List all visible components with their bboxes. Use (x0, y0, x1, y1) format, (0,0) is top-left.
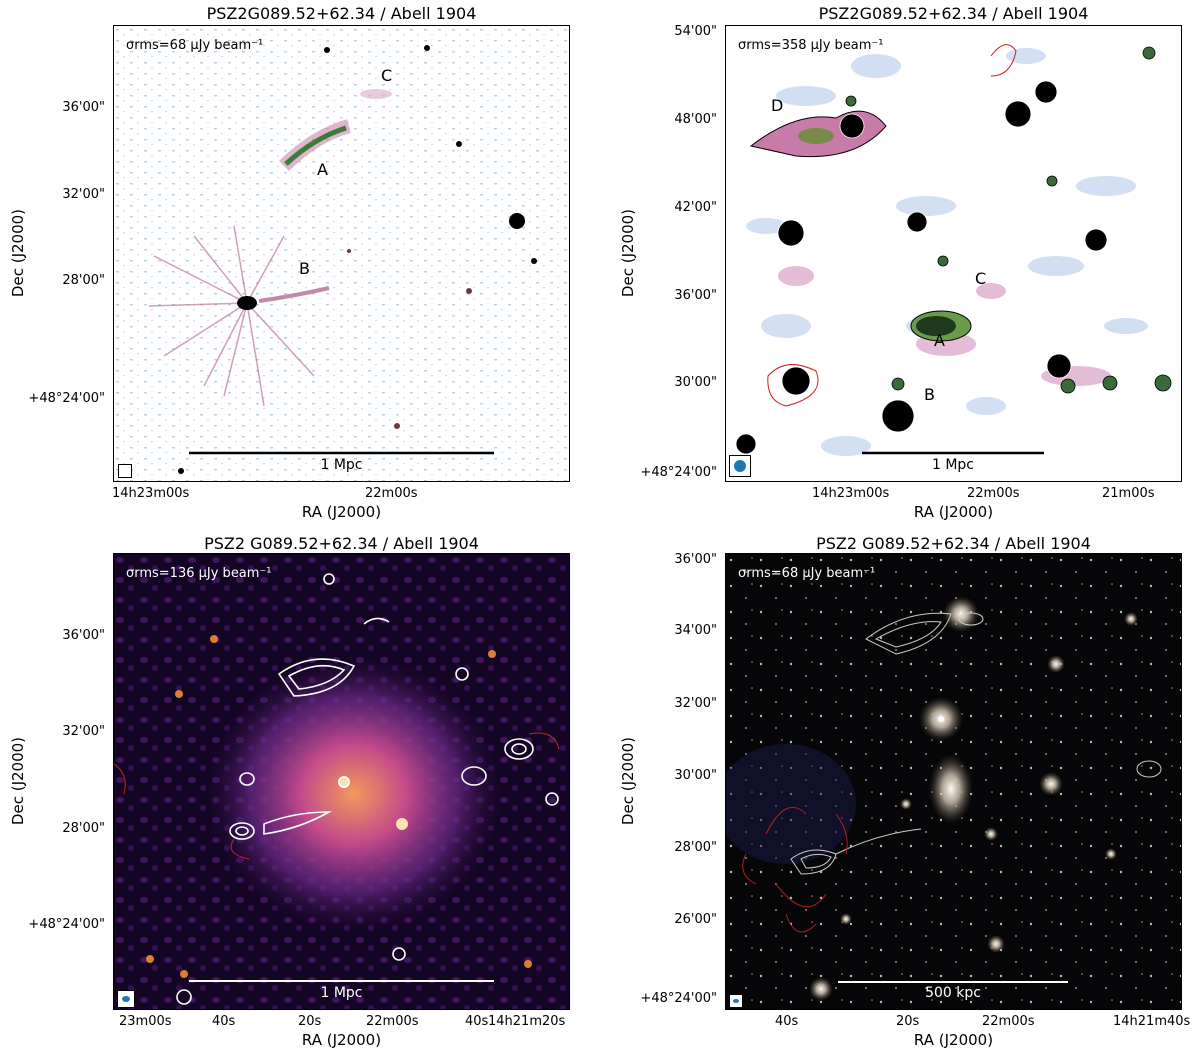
panel2-beam (729, 455, 751, 477)
panel3-ylabel: Dec (J2000) (9, 736, 27, 826)
panel2-label-b: B (924, 385, 935, 404)
panel4-xtick: 14h21m40s (1113, 1014, 1191, 1029)
panel1-scalebar-label: 1 Mpc (320, 457, 363, 473)
panel2-ytick: 36'00" (674, 288, 717, 303)
panel2-xlabel: RA (J2000) (913, 503, 994, 521)
panel1-ytick: +48°24'00" (28, 391, 105, 406)
panel2-ylabel: Dec (J2000) (619, 208, 637, 298)
panel3-xtick: 22m00s (366, 1014, 419, 1029)
panel2-radio-map (735, 44, 1172, 456)
panel4-ylabel: Dec (J2000) (619, 736, 637, 826)
panel1-title: PSZ2G089.52+62.34 / Abell 1904 (206, 4, 477, 23)
panel1-xtick: 22m00s (365, 486, 418, 501)
panel3-scalebar-label: 1 Mpc (320, 985, 363, 1001)
panel2-xtick: 21m00s (1102, 486, 1155, 501)
panel3-xray-map (114, 554, 569, 1009)
panel1-label-a: A (317, 160, 328, 179)
panel1-sigma: σrms=68 μJy beam⁻¹ (126, 38, 264, 53)
panel4-scalebar-label: 500 kpc (925, 985, 981, 1001)
panel1-ytick: 36'00" (62, 100, 105, 115)
panel3-xtick: 20s (298, 1014, 322, 1029)
panel2-ytick: +48°24'00" (640, 465, 717, 480)
panel3-xtick: 40s (212, 1014, 236, 1029)
panel3-sigma: σrms=136 μJy beam⁻¹ (126, 566, 272, 581)
panel1-radio-map (114, 26, 569, 481)
panel4-xtick: 40s (775, 1014, 799, 1029)
panel4-title: PSZ2 G089.52+62.34 / Abell 1904 (816, 534, 1091, 553)
panel3-ytick: 36'00" (62, 628, 105, 643)
panel4-xtick: 20s (896, 1014, 920, 1029)
panel2-xtick: 14h23m00s (812, 486, 890, 501)
panel2-image: σrms=358 μJy beam⁻¹ A B C D 1 Mpc (725, 25, 1182, 482)
panel2-ytick: 48'00" (674, 112, 717, 127)
panel3-image: σrms=136 μJy beam⁻¹ 1 Mpc (113, 553, 570, 1010)
panel2-sigma: σrms=358 μJy beam⁻¹ (738, 38, 884, 53)
panel1-ylabel: Dec (J2000) (9, 208, 27, 298)
panel3-xtick: 40s (465, 1014, 489, 1029)
panel1-label-c: C (381, 66, 393, 85)
panel4-ytick: 34'00" (674, 623, 717, 638)
panel2-label-c: C (975, 269, 987, 288)
panel4-ytick: +48°24'00" (640, 991, 717, 1006)
panel2-scalebar-label: 1 Mpc (931, 457, 975, 473)
panel4-ytick: 26'00" (674, 912, 717, 927)
panel2-xtick: 22m00s (967, 486, 1020, 501)
panel2-ytick: 54'00" (674, 24, 717, 39)
panel2-ytick: 30'00" (674, 375, 717, 390)
panel2-label-d: D (771, 96, 784, 115)
panel3-xtick: 23m00s (119, 1014, 172, 1029)
panel4-xlabel: RA (J2000) (913, 1031, 994, 1049)
panel1-label-b: B (299, 259, 310, 278)
panel4-ytick: 30'00" (674, 768, 717, 783)
panel1-xlabel: RA (J2000) (301, 503, 382, 521)
panel4-beam (729, 994, 743, 1008)
panel4-image: σrms=68 μJy beam⁻¹ 500 kpc (725, 553, 1182, 1010)
panel2-title: PSZ2G089.52+62.34 / Abell 1904 (818, 4, 1089, 23)
panel4-ytick: 36'00" (674, 552, 717, 567)
panel2-ytick: 42'00" (674, 200, 717, 215)
panel2-label-a: A (934, 331, 945, 350)
panel4-xtick: 22m00s (982, 1014, 1035, 1029)
panel3-xtick: 14h21m20s (488, 1014, 566, 1029)
panel3-title: PSZ2 G089.52+62.34 / Abell 1904 (204, 534, 479, 553)
panel1-xtick: 14h23m00s (112, 486, 190, 501)
panel4-sigma: σrms=68 μJy beam⁻¹ (738, 566, 876, 581)
panel3-xlabel: RA (J2000) (301, 1031, 382, 1049)
panel3-beam (117, 990, 135, 1008)
panel4-optical-map (726, 554, 1181, 1009)
panel1-image: σrms=68 μJy beam⁻¹ A B C 1 Mpc (113, 25, 570, 482)
panel4-ytick: 32'00" (674, 696, 717, 711)
panel1-beam (118, 464, 132, 478)
panel3-ytick: 28'00" (62, 821, 105, 836)
panel4-ytick: 28'00" (674, 840, 717, 855)
panel3-ytick: 32'00" (62, 724, 105, 739)
panel1-ytick: 28'00" (62, 273, 105, 288)
panel3-ytick: +48°24'00" (28, 917, 105, 932)
panel1-ytick: 32'00" (62, 187, 105, 202)
